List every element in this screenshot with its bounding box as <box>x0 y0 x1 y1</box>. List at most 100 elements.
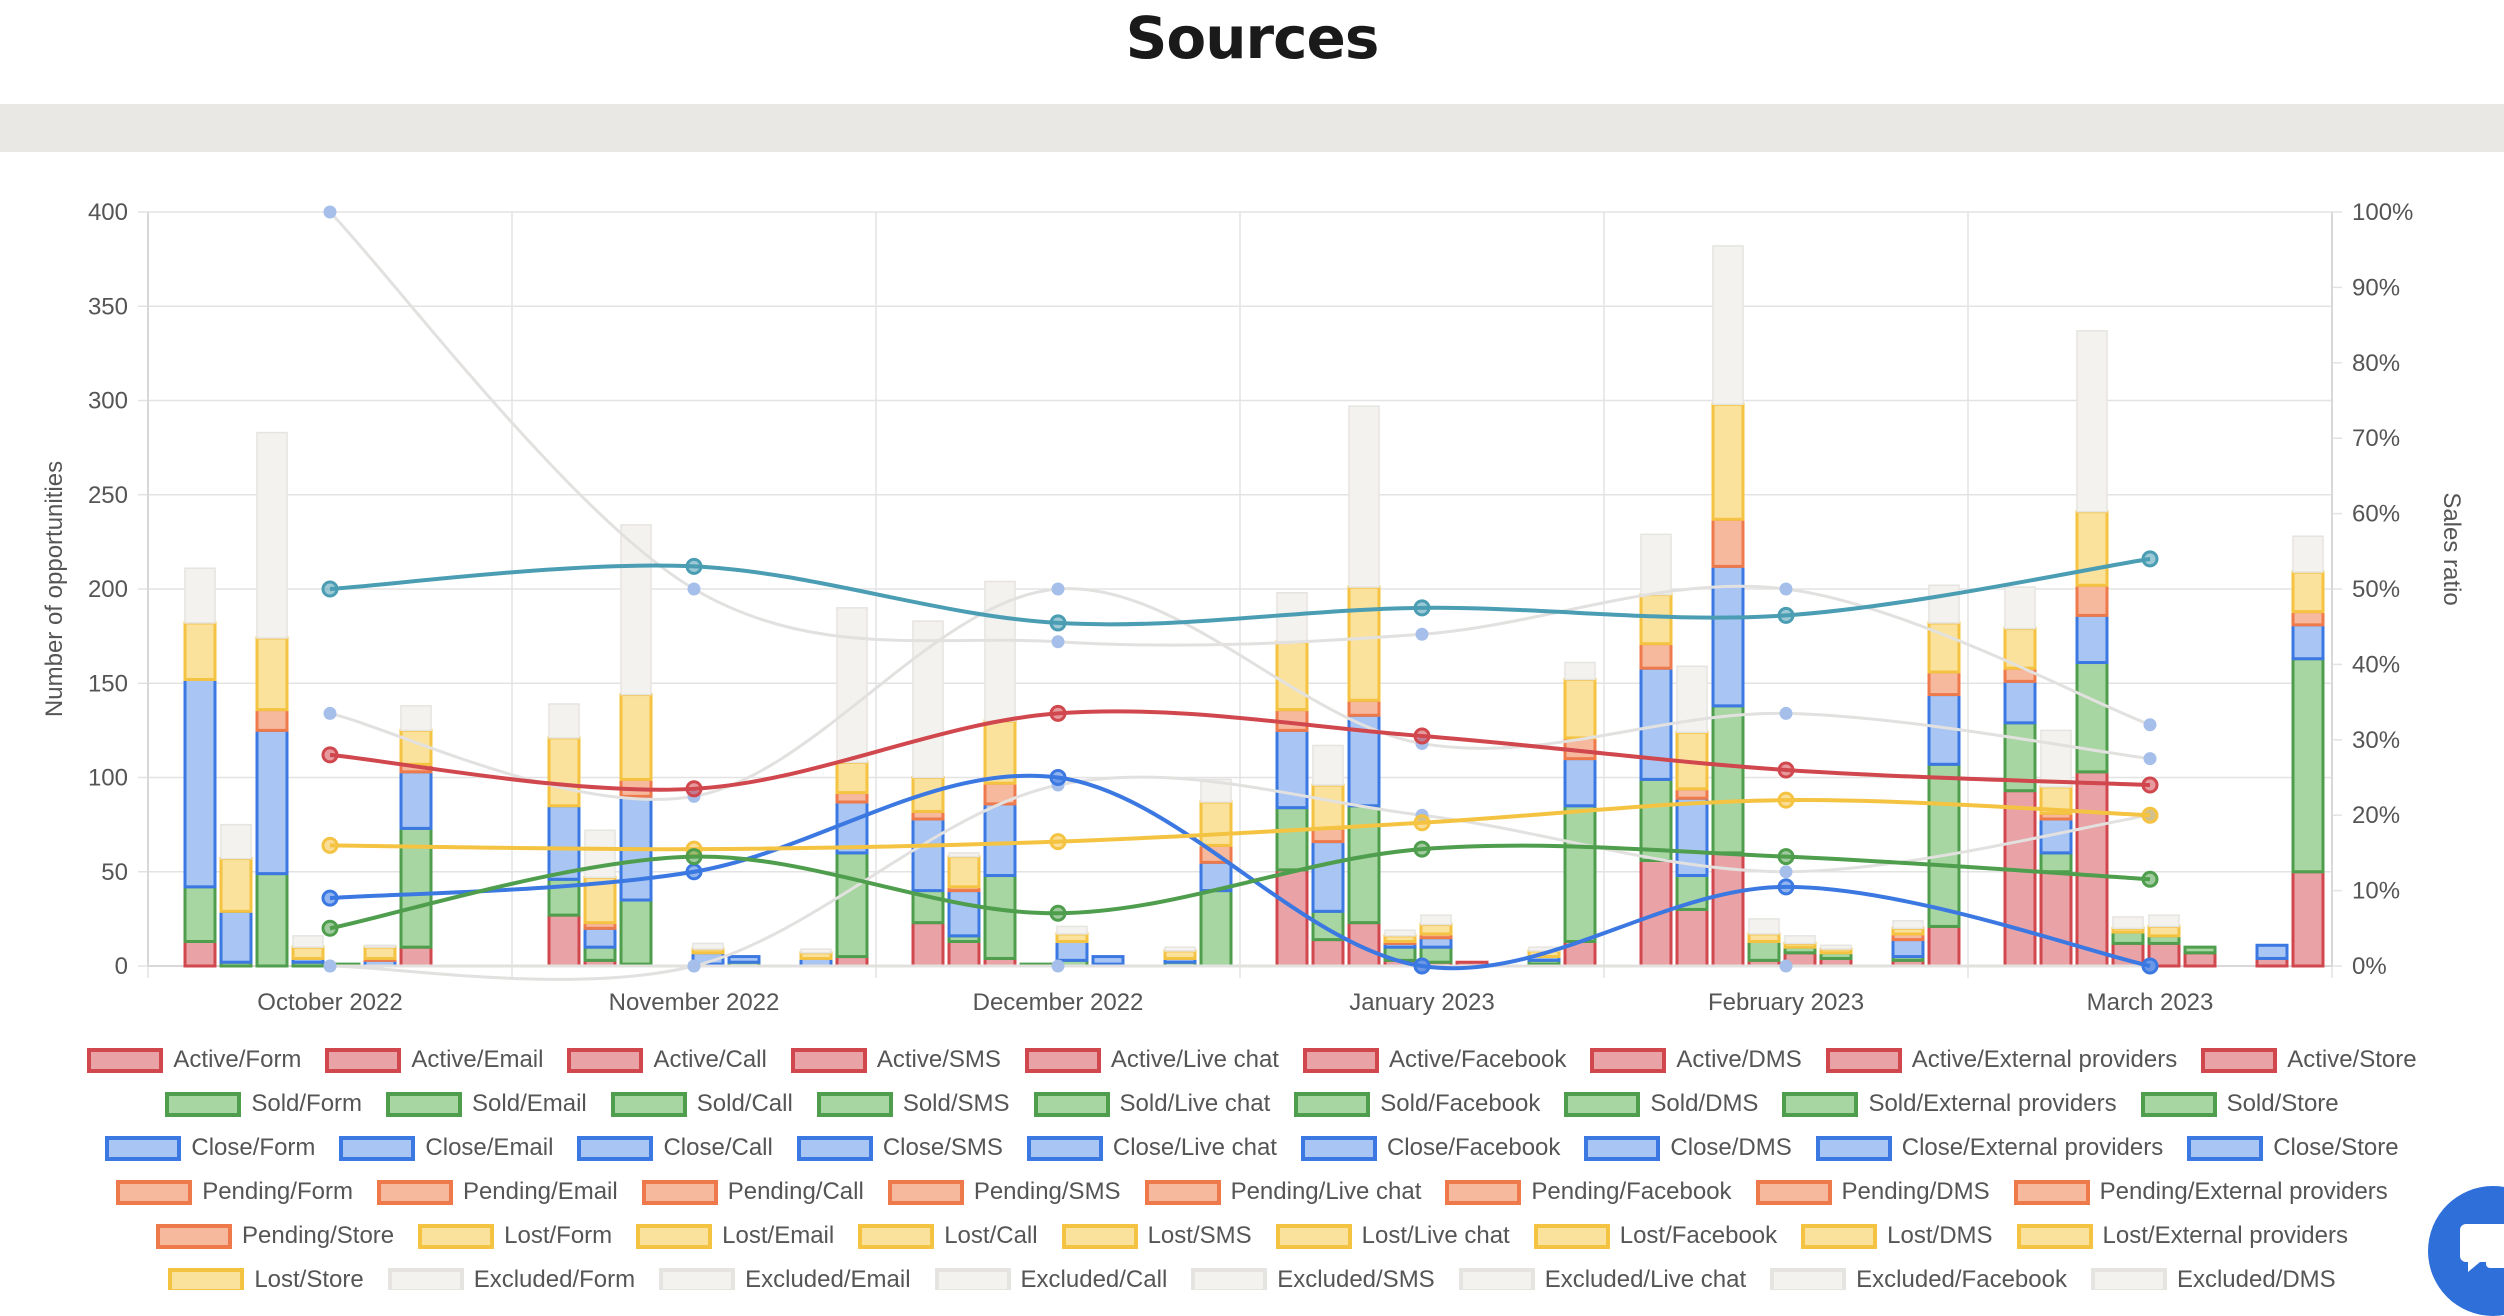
legend-item[interactable]: Sold/Call <box>610 1082 793 1126</box>
bar-excluded <box>1712 245 1744 406</box>
bar-excluded <box>2292 535 2324 573</box>
legend-item[interactable]: Pending/Call <box>641 1170 864 1214</box>
bar-active <box>1275 868 1309 968</box>
ratio-line-excluded <box>329 775 2151 981</box>
legend-item[interactable]: Close/Form <box>105 1126 315 1170</box>
legend-item[interactable]: Lost/Email <box>636 1214 834 1258</box>
bar-lost <box>2291 570 2325 614</box>
legend-item[interactable]: Pending/DMS <box>1755 1170 1990 1214</box>
bar-active <box>1675 907 1709 968</box>
legend-swatch <box>1590 1047 1667 1073</box>
legend-item[interactable]: Lost/Call <box>858 1214 1038 1258</box>
legend-row: Pending/Store Lost/Form Lost/Email Lost/Cal… <box>0 1214 2504 1258</box>
legend-item[interactable]: Excluded/DMS <box>2090 1258 2336 1290</box>
legend-item[interactable]: Lost/Live chat <box>1275 1214 1510 1258</box>
legend-item[interactable]: Excluded/Facebook <box>1770 1258 2067 1290</box>
y-tick-label: 150 <box>88 670 128 697</box>
legend-item[interactable]: Pending/Live chat <box>1144 1170 1422 1214</box>
legend-item[interactable]: Active/SMS <box>790 1038 1001 1082</box>
legend-item[interactable]: Pending/Form <box>116 1170 353 1214</box>
legend-item[interactable]: Pending/Facebook <box>1445 1170 1732 1214</box>
legend-item[interactable]: Pending/SMS <box>887 1170 1121 1214</box>
legend-swatch <box>1061 1223 1138 1249</box>
legend-item[interactable]: Sold/Live chat <box>1033 1082 1270 1126</box>
legend-item[interactable]: Close/Call <box>577 1126 773 1170</box>
legend-item[interactable]: Sold/DMS <box>1564 1082 1758 1126</box>
bar-lost <box>1747 932 1781 943</box>
legend-swatch <box>610 1091 687 1117</box>
legend-item[interactable]: Close/Facebook <box>1300 1126 1560 1170</box>
bar-lost <box>1383 934 1417 943</box>
legend-item[interactable]: Lost/Store <box>168 1258 364 1290</box>
legend-swatch <box>1026 1135 1103 1161</box>
y2-tick-label: 80% <box>2352 350 2400 377</box>
legend-swatch <box>816 1091 893 1117</box>
legend-label: Active/Store <box>2287 1046 2417 1073</box>
legend-item[interactable]: Lost/DMS <box>1801 1214 1993 1258</box>
legend-item[interactable]: Excluded/Email <box>659 1258 911 1290</box>
legend-item[interactable]: Active/DMS <box>1590 1038 1802 1082</box>
legend-swatch <box>1445 1179 1522 1205</box>
legend-item[interactable]: Lost/SMS <box>1061 1214 1252 1258</box>
bar-lost <box>799 951 833 960</box>
ratio-point <box>1777 761 1795 779</box>
ratio-point <box>321 889 339 907</box>
legend-item[interactable]: Close/Email <box>339 1126 553 1170</box>
legend-row: Lost/Store Excluded/Form Excluded/Email Exc… <box>0 1258 2504 1290</box>
legend-item[interactable]: Active/Form <box>87 1038 301 1082</box>
bar-sold <box>255 872 289 968</box>
bar-pending <box>1927 670 1961 697</box>
filter-bar <box>0 104 2504 152</box>
bar-active <box>2039 870 2073 968</box>
legend-item[interactable]: Sold/External providers <box>1782 1082 2117 1126</box>
legend-item[interactable]: Sold/SMS <box>816 1082 1010 1126</box>
legend-item[interactable]: Sold/Email <box>386 1082 587 1126</box>
bar-lost <box>1311 783 1345 830</box>
legend-item[interactable]: Active/Facebook <box>1302 1038 1566 1082</box>
ratio-point <box>685 863 703 881</box>
legend-label: Excluded/Call <box>1020 1266 1168 1290</box>
legend-item[interactable]: Active/Store <box>2201 1038 2417 1082</box>
ratio-line <box>329 798 2151 852</box>
legend-item[interactable]: Excluded/Form <box>387 1258 635 1290</box>
legend-item[interactable]: Lost/Facebook <box>1533 1214 1777 1258</box>
legend-item[interactable]: Active/External providers <box>1825 1038 2177 1082</box>
bar-close <box>2255 943 2289 960</box>
legend-item[interactable]: Active/Live chat <box>1024 1038 1279 1082</box>
legend-item[interactable]: Active/Call <box>567 1038 767 1082</box>
legend-item[interactable]: Pending/Store <box>156 1214 394 1258</box>
ratio-point <box>1777 848 1795 866</box>
legend-item[interactable]: Sold/Facebook <box>1294 1082 1540 1126</box>
legend-label: Close/SMS <box>882 1134 1003 1161</box>
bar-active <box>911 921 945 968</box>
legend-item[interactable]: Close/SMS <box>796 1126 1003 1170</box>
legend-row: Pending/Form Pending/Email Pending/Call Pen… <box>0 1170 2504 1214</box>
legend-item[interactable]: Excluded/SMS <box>1191 1258 1435 1290</box>
legend-item[interactable]: Excluded/Live chat <box>1458 1258 1746 1290</box>
bar-excluded <box>220 823 252 860</box>
legend-item[interactable]: Pending/Email <box>376 1170 618 1214</box>
legend-item[interactable]: Lost/Form <box>418 1214 612 1258</box>
bar-close <box>2075 613 2109 665</box>
bar-close <box>399 770 433 830</box>
legend-item[interactable]: Close/DMS <box>1584 1126 1792 1170</box>
legend-swatch <box>1033 1091 1110 1117</box>
bar-close <box>1891 938 1925 959</box>
legend-item[interactable]: Active/Email <box>325 1038 543 1082</box>
legend-item[interactable]: Pending/External providers <box>2013 1170 2388 1214</box>
legend-item[interactable]: Sold/Store <box>2140 1082 2339 1126</box>
bar-lost <box>1563 677 1597 740</box>
legend-item[interactable]: Close/Live chat <box>1026 1126 1277 1170</box>
ratio-point-excluded <box>1051 635 1065 649</box>
legend-item[interactable]: Close/External providers <box>1815 1126 2163 1170</box>
legend-item[interactable]: Excluded/Call <box>934 1258 1168 1290</box>
legend-item[interactable]: Lost/External providers <box>2016 1214 2348 1258</box>
ratio-point <box>1413 727 1431 745</box>
legend-label: Pending/Live chat <box>1230 1178 1422 1205</box>
ratio-point-excluded <box>1779 706 1793 720</box>
ratio-point-excluded <box>687 959 701 973</box>
bar-lost <box>547 736 581 808</box>
legend-item[interactable]: Sold/Form <box>165 1082 362 1126</box>
bar-active <box>2291 870 2325 968</box>
legend-item[interactable]: Close/Store <box>2187 1126 2399 1170</box>
